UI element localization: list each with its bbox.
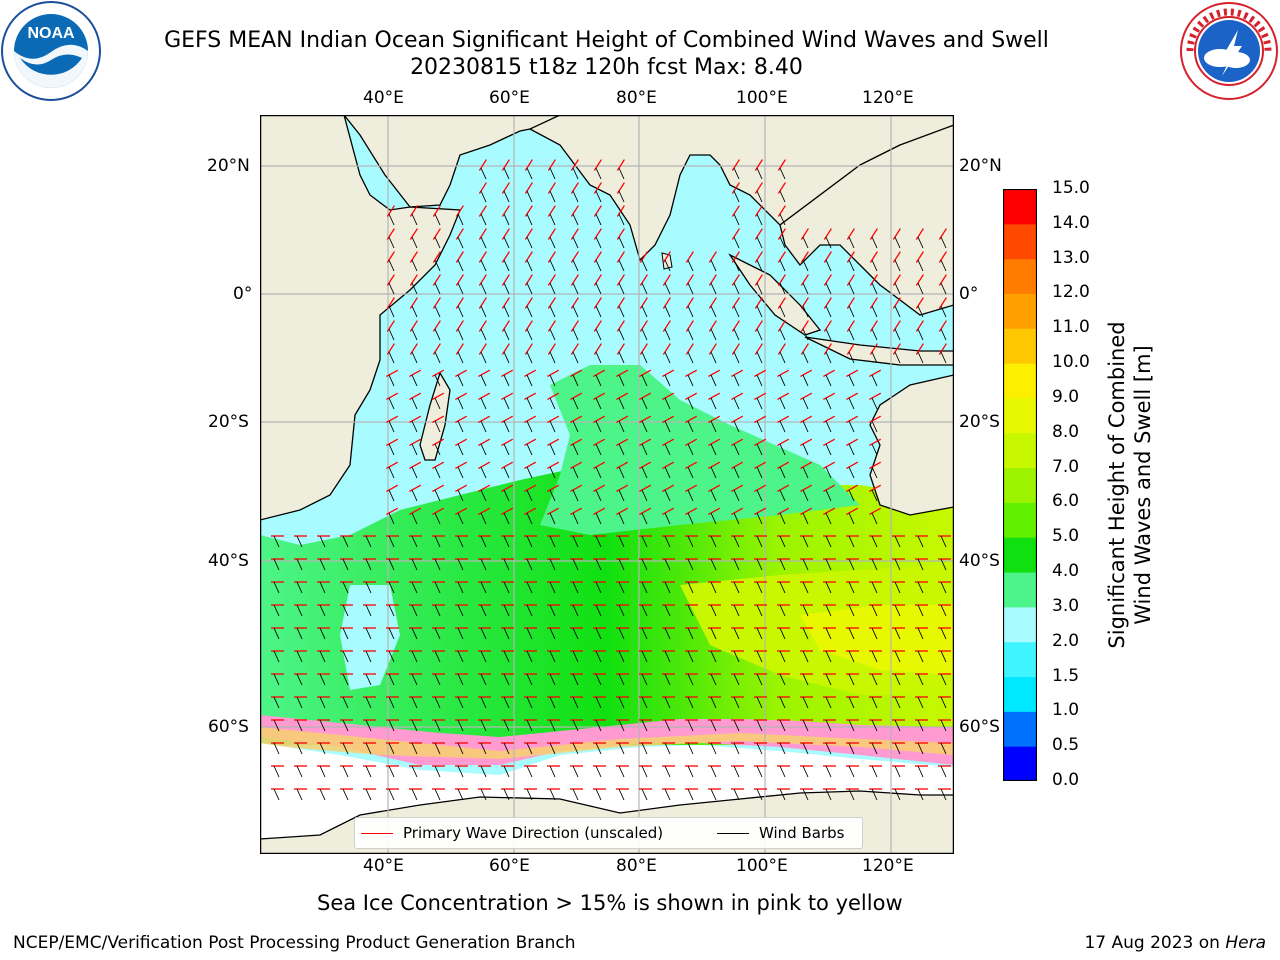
colorbar-tick-label: 15.0 — [1052, 178, 1090, 198]
map-legend: Primary Wave Direction (unscaled) Wind B… — [354, 817, 863, 849]
legend-label: Primary Wave Direction (unscaled) — [403, 824, 664, 842]
colorbar-cell — [1003, 328, 1037, 364]
map-panel — [259, 114, 955, 858]
wave-zone-8m — [800, 605, 954, 675]
map-frame — [259, 114, 955, 855]
colorbar-tick-label: 3.0 — [1052, 595, 1080, 616]
colorbar-cell — [1003, 746, 1037, 782]
colorbar-cell — [1003, 676, 1037, 712]
right-lat-tick-label: 20°S — [959, 412, 1000, 432]
sumatra-land — [728, 253, 822, 336]
legend-item-wind-barbs: Wind Barbs — [717, 824, 844, 842]
colorbar-tick-label: 12.0 — [1052, 282, 1090, 303]
noaa-logo: NOAA — [0, 0, 102, 106]
colorbar-tick-label: 6.0 — [1052, 491, 1080, 512]
colorbar-tick-label: 0.0 — [1052, 770, 1080, 790]
colorbar-title-line2: Wind Waves and Swell [m] — [1131, 345, 1155, 625]
colorbar-tick-label: 10.0 — [1052, 352, 1090, 373]
colorbar-tick-label: 1.0 — [1052, 700, 1080, 721]
colorbar-title-line1: Significant Height of Combined — [1105, 321, 1129, 649]
colorbar-cell — [1003, 223, 1037, 260]
colorbar-cell — [1003, 397, 1037, 434]
colorbar-tick-label: 2.0 — [1052, 630, 1080, 651]
bottom-lon-tick-label: 80°E — [616, 856, 657, 876]
colorbar-cell — [1003, 293, 1037, 329]
colorbar-cell — [1003, 189, 1037, 225]
colorbar-tick-label: 14.0 — [1052, 212, 1090, 233]
colorbar-tick-label: 8.0 — [1052, 421, 1080, 442]
top-lon-tick-label: 100°E — [736, 88, 788, 108]
sea-ice-caption: Sea Ice Concentration > 15% is shown in … — [317, 891, 903, 915]
legend-swatch — [361, 832, 393, 834]
colorbar-tick-label: 7.0 — [1052, 456, 1080, 477]
colorbar-cell — [1003, 467, 1037, 503]
colorbar-cell — [1003, 606, 1037, 643]
sea-ice-edge — [260, 727, 954, 759]
footer-host: Hera — [1225, 933, 1266, 953]
chart-title: GEFS MEAN Indian Ocean Significant Heigh… — [164, 28, 1049, 53]
footer-date: 17 Aug 2023 on Hera — [1084, 933, 1266, 953]
colorbar-cell — [1003, 711, 1037, 747]
madagascar-land — [419, 371, 451, 461]
right-lat-tick-label: 20°N — [959, 156, 1002, 176]
nws-logo — [1178, 0, 1280, 106]
right-lat-tick-label: 0° — [959, 284, 979, 304]
colorbar-tick-label: 11.0 — [1052, 317, 1090, 338]
bottom-lon-tick-label: 40°E — [363, 856, 404, 876]
right-lat-tick-label: 60°S — [959, 717, 1000, 737]
chart-subtitle: 20230815 t18z 120h fcst Max: 8.40 — [410, 55, 803, 80]
colorbar-cell — [1003, 258, 1037, 294]
bottom-lon-tick-label: 100°E — [736, 856, 788, 876]
colorbar-cell — [1003, 363, 1037, 399]
footer-date-text: 17 Aug 2023 on — [1084, 933, 1226, 953]
bottom-lon-tick-label: 60°E — [489, 856, 530, 876]
legend-item-wave-direction: Primary Wave Direction (unscaled) — [361, 824, 663, 842]
legend-label: Wind Barbs — [759, 824, 845, 842]
wave-direction-and-wind-barbs — [271, 159, 951, 801]
colorbar — [1002, 188, 1038, 785]
colorbar-cell — [1003, 502, 1037, 538]
left-lat-tick-label: 40°S — [208, 551, 249, 571]
colorbar-cell — [1003, 432, 1037, 469]
colorbar-tick-label: 0.5 — [1052, 735, 1080, 756]
left-lat-tick-label: 20°S — [208, 412, 249, 432]
colorbar-cell — [1003, 641, 1037, 678]
colorbar-cell — [1003, 572, 1037, 608]
right-lat-tick-label: 40°S — [959, 551, 1000, 571]
legend-swatch — [717, 832, 749, 834]
top-lon-tick-label: 40°E — [363, 88, 404, 108]
colorbar-tick-label: 5.0 — [1052, 526, 1080, 547]
colorbar-tick-label: 1.5 — [1052, 665, 1080, 686]
left-lat-tick-label: 0° — [233, 284, 253, 304]
top-lon-tick-label: 80°E — [616, 88, 657, 108]
colorbar-tick-label: 9.0 — [1052, 386, 1080, 407]
colorbar-cell — [1003, 537, 1037, 573]
left-lat-tick-label: 60°S — [208, 717, 249, 737]
svg-text:NOAA: NOAA — [27, 25, 75, 42]
bottom-lon-tick-label: 120°E — [862, 856, 914, 876]
sri-lanka-land — [661, 252, 673, 270]
top-lon-tick-label: 60°E — [489, 88, 530, 108]
footer-credit: NCEP/EMC/Verification Post Processing Pr… — [13, 933, 576, 953]
colorbar-tick-label: 13.0 — [1052, 247, 1090, 268]
top-lon-tick-label: 120°E — [862, 88, 914, 108]
left-lat-tick-label: 20°N — [207, 156, 250, 176]
colorbar-tick-label: 4.0 — [1052, 561, 1080, 582]
